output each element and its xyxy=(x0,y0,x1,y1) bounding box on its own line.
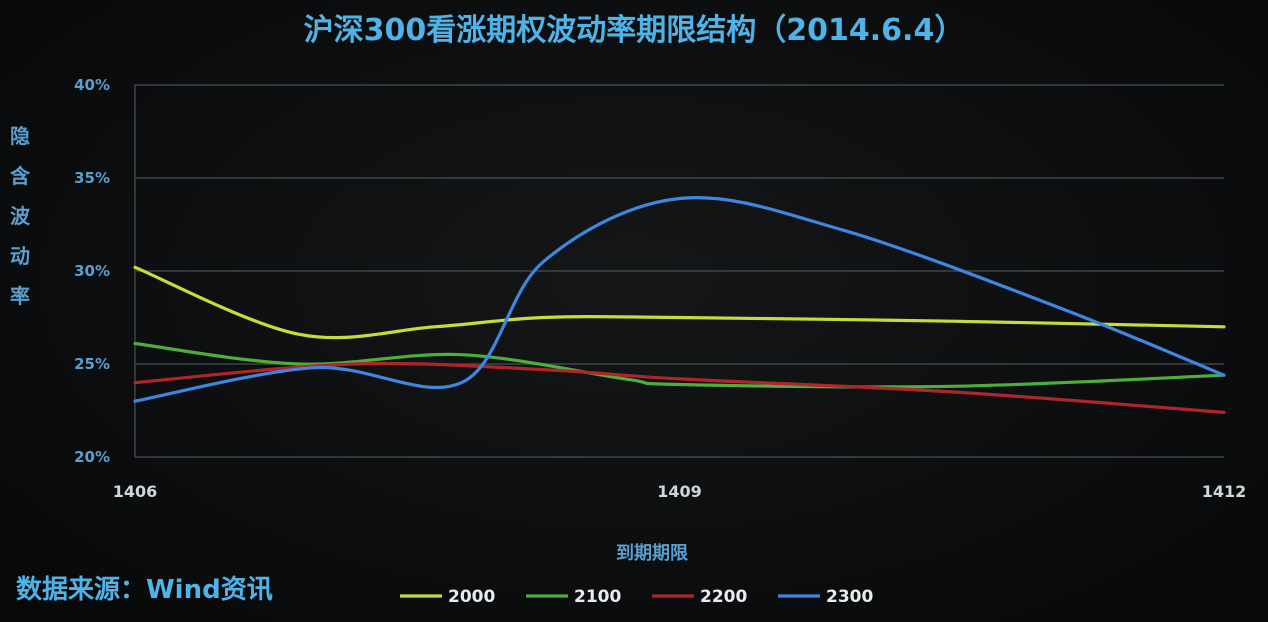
y-axis-label-char: 波 xyxy=(10,204,31,228)
legend-label-2000: 2000 xyxy=(448,587,495,607)
series-line-2300 xyxy=(133,196,1226,403)
y-tick-label: 30% xyxy=(74,262,110,280)
series-lines xyxy=(133,196,1226,414)
series-line-2200 xyxy=(133,361,1226,414)
y-tick-label: 40% xyxy=(74,76,110,94)
x-axis-label: 到期期限 xyxy=(616,543,689,564)
x-tick-label: 1409 xyxy=(657,482,702,501)
series-line-2000 xyxy=(133,265,1226,340)
x-tick-labels: 1406 1409 1412 xyxy=(113,482,1247,501)
legend-label-2200: 2200 xyxy=(700,587,747,607)
y-axis-label-char: 含 xyxy=(10,164,31,188)
data-source-note: 数据来源：Wind资讯 xyxy=(16,575,273,605)
y-tick-labels: 20% 25% 30% 35% 40% xyxy=(74,76,110,466)
x-tick-label: 1406 xyxy=(113,482,158,501)
x-tick-label: 1412 xyxy=(1202,482,1247,501)
chart-title: 沪深300看涨期权波动率期限结构（2014.6.4） xyxy=(304,13,965,48)
y-axis-label-char: 率 xyxy=(10,284,30,308)
y-tick-label: 25% xyxy=(74,355,110,373)
y-tick-label: 20% xyxy=(74,448,110,466)
legend-label-2100: 2100 xyxy=(574,587,621,607)
y-axis-label-char: 隐 xyxy=(10,124,30,148)
legend: 2000 2100 2200 2300 xyxy=(400,587,873,607)
y-tick-label: 35% xyxy=(74,169,110,187)
y-axis-label-char: 动 xyxy=(10,244,30,268)
series-line-2100 xyxy=(133,341,1226,389)
legend-label-2300: 2300 xyxy=(826,587,873,607)
